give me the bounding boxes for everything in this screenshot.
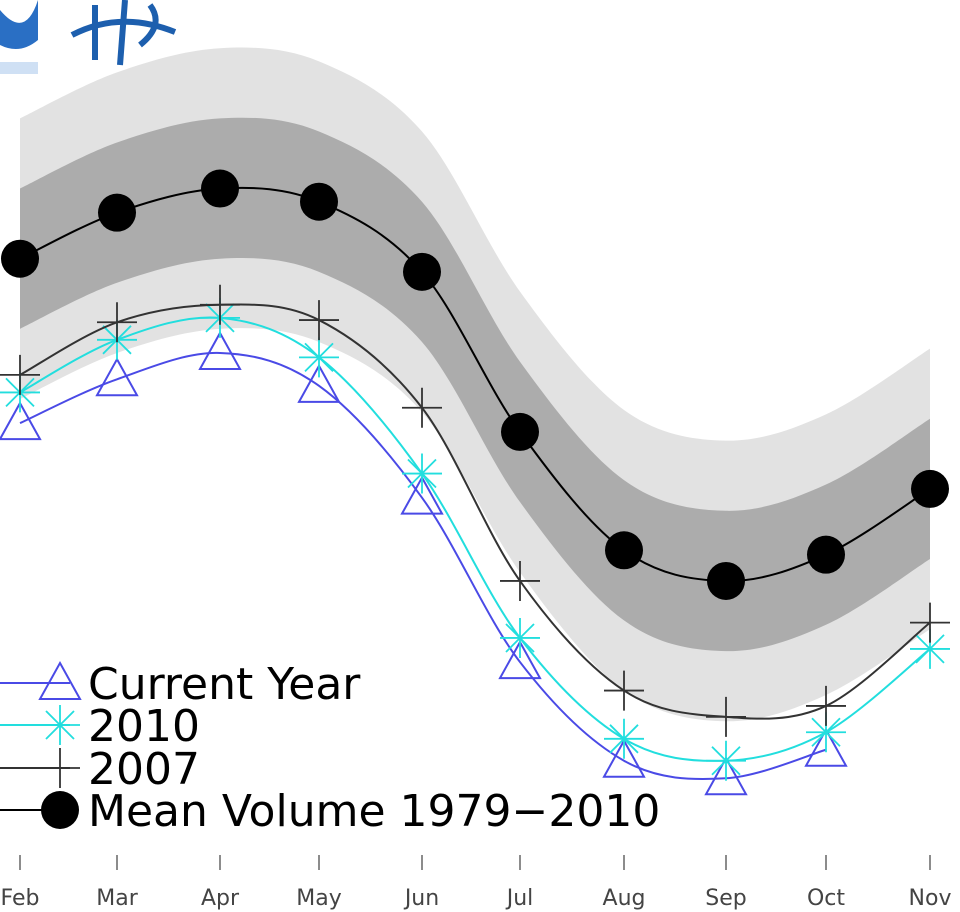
x-tick-label: Feb (1, 886, 40, 911)
data-point (500, 560, 540, 601)
legend-entry: 2007 (0, 744, 200, 795)
data-point (910, 628, 950, 669)
x-tick-label: Jun (403, 886, 439, 911)
legend-marker (38, 660, 82, 700)
legend-marker (40, 705, 80, 745)
x-tick-label: Sep (705, 886, 746, 911)
legend-label: Current Year (88, 659, 361, 710)
data-point (97, 302, 137, 343)
data-point (602, 738, 646, 778)
legend-label: 2010 (88, 701, 200, 752)
data-point (201, 169, 239, 208)
x-tick-label: May (296, 886, 341, 911)
data-point (299, 300, 339, 341)
x-tick-label: Apr (201, 886, 240, 911)
data-point (706, 740, 746, 781)
data-point (0, 401, 42, 441)
data-point (1, 239, 39, 278)
data-point (95, 357, 139, 397)
data-point (806, 712, 846, 753)
data-point (501, 412, 539, 451)
x-tick-label: Mar (96, 886, 138, 911)
series-line (19, 351, 827, 781)
legend-entry: Mean Volume 1979−2010 (0, 786, 660, 837)
data-point (707, 561, 745, 600)
data-point (98, 193, 136, 232)
data-point (403, 252, 441, 291)
data-point (400, 475, 444, 515)
data-point (804, 727, 848, 767)
x-tick-label: Aug (603, 886, 646, 911)
data-point (300, 182, 338, 221)
logos (0, 0, 177, 74)
data-point (605, 531, 643, 570)
logo-right (70, 0, 177, 66)
data-point (299, 337, 339, 378)
logo-left-caption (0, 62, 38, 74)
std-band (20, 117, 930, 652)
x-tick-label: Jul (505, 886, 534, 911)
x-tick-label: Oct (807, 886, 845, 911)
logo-left (0, 0, 38, 49)
data-point (806, 685, 846, 726)
legend-entry: 2010 (0, 701, 200, 752)
data-point (198, 330, 242, 370)
data-point (402, 387, 442, 428)
series-line (19, 303, 931, 720)
legend-label: 2007 (88, 744, 200, 795)
data-point (706, 696, 746, 737)
legend-marker (41, 791, 79, 829)
data-point (498, 640, 542, 680)
data-point (402, 453, 442, 494)
data-point (0, 354, 40, 395)
series-line (19, 316, 931, 762)
data-point (200, 284, 240, 325)
data-point (704, 756, 748, 796)
legend-marker (40, 748, 80, 788)
data-point (807, 535, 845, 574)
data-point (910, 602, 950, 643)
legend-label: Mean Volume 1979−2010 (88, 786, 660, 837)
data-point (604, 718, 644, 759)
x-tick-label: Nov (909, 886, 952, 911)
legend-entry: Current Year (0, 659, 361, 710)
data-point (604, 670, 644, 711)
data-point (500, 617, 540, 658)
series-line (19, 186, 931, 582)
data-point (297, 363, 341, 403)
data-point (911, 469, 949, 508)
